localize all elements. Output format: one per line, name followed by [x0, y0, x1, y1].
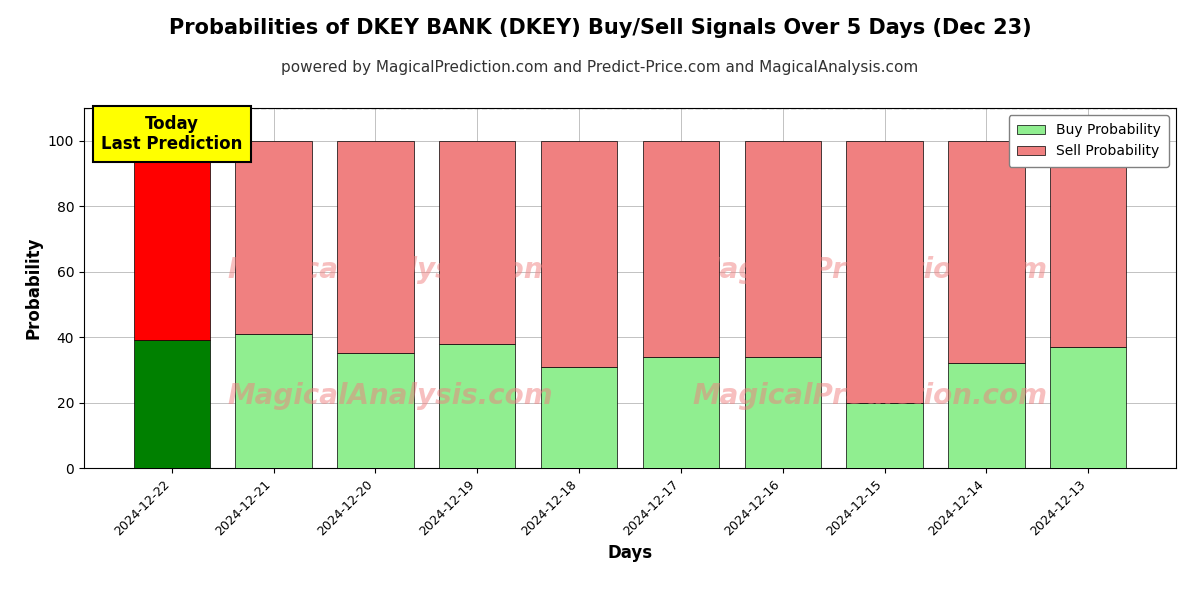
Text: MagicalAnalysis.com: MagicalAnalysis.com — [227, 256, 552, 284]
Text: powered by MagicalPrediction.com and Predict-Price.com and MagicalAnalysis.com: powered by MagicalPrediction.com and Pre… — [281, 60, 919, 75]
Bar — [643, 141, 719, 357]
Bar — [948, 363, 1025, 468]
Text: MagicalPrediction.com: MagicalPrediction.com — [692, 256, 1048, 284]
Bar — [744, 141, 821, 357]
Bar — [133, 340, 210, 468]
Bar — [541, 141, 617, 367]
Text: MagicalPrediction.com: MagicalPrediction.com — [692, 382, 1048, 410]
Bar — [235, 141, 312, 334]
Bar — [1050, 141, 1127, 347]
Bar — [1050, 347, 1127, 468]
Text: Probabilities of DKEY BANK (DKEY) Buy/Sell Signals Over 5 Days (Dec 23): Probabilities of DKEY BANK (DKEY) Buy/Se… — [169, 18, 1031, 38]
Text: Today
Last Prediction: Today Last Prediction — [101, 115, 242, 154]
Bar — [846, 403, 923, 468]
Bar — [643, 357, 719, 468]
Bar — [133, 141, 210, 340]
Y-axis label: Probability: Probability — [24, 237, 42, 339]
Bar — [846, 141, 923, 403]
X-axis label: Days: Days — [607, 544, 653, 562]
Bar — [235, 334, 312, 468]
Bar — [337, 353, 414, 468]
Bar — [541, 367, 617, 468]
Bar — [439, 344, 516, 468]
Bar — [439, 141, 516, 344]
Text: MagicalAnalysis.com: MagicalAnalysis.com — [227, 382, 552, 410]
Legend: Buy Probability, Sell Probability: Buy Probability, Sell Probability — [1009, 115, 1169, 167]
Bar — [744, 357, 821, 468]
Bar — [337, 141, 414, 353]
Bar — [948, 141, 1025, 363]
